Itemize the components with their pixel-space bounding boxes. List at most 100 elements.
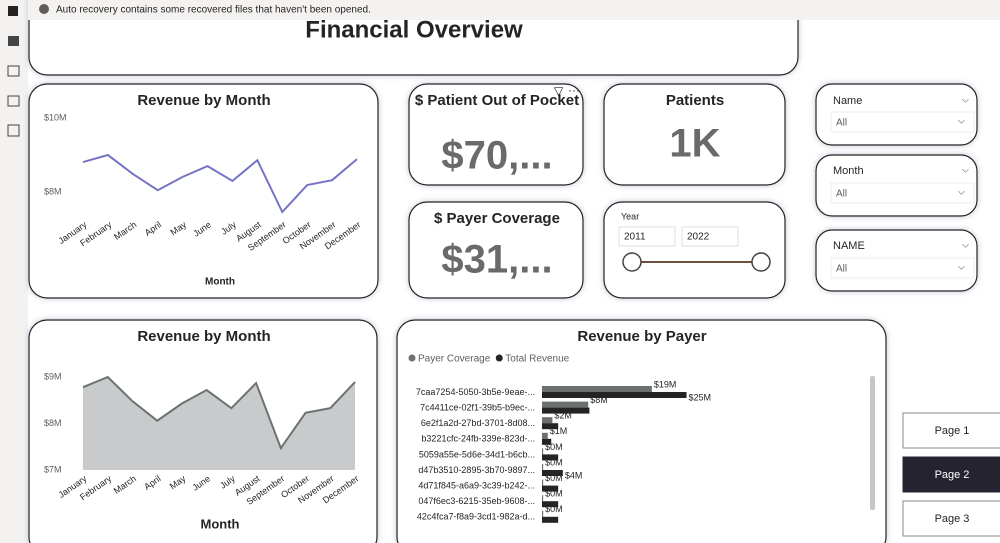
bar <box>542 516 559 523</box>
dropdown[interactable] <box>830 257 975 279</box>
y-tick-label: 4d71f845-a6a9-3c39-b242-... <box>418 480 535 490</box>
bar <box>542 501 559 508</box>
bar <box>542 386 652 392</box>
chart-title: Revenue by Month <box>137 328 270 345</box>
bar <box>542 464 544 470</box>
bar-panel <box>396 319 887 543</box>
bar <box>542 470 563 476</box>
chevron[interactable]: ⌵ <box>958 115 965 125</box>
line <box>82 153 358 214</box>
data-label: $1M <box>550 426 568 436</box>
card <box>408 201 584 299</box>
bar <box>542 510 544 517</box>
y-tick-label: $7M <box>44 464 62 474</box>
card-value: $70,... <box>441 134 552 178</box>
scrollbar[interactable] <box>870 376 875 510</box>
slicer-value[interactable]: All <box>836 189 847 200</box>
chevron[interactable]: ⌵ <box>958 261 965 271</box>
card-label: Patients <box>666 92 724 109</box>
legend-swatch <box>408 354 416 362</box>
banner-cover <box>28 0 1000 20</box>
range-handle[interactable] <box>622 252 642 272</box>
filter-icon[interactable]: ▽ <box>554 84 564 98</box>
chevron[interactable]: ⌵ <box>962 239 969 249</box>
bar <box>542 448 544 455</box>
bar <box>542 392 687 398</box>
report-view-icon[interactable] <box>8 36 19 46</box>
page-button[interactable] <box>902 412 1000 449</box>
range-handle[interactable] <box>751 252 771 272</box>
slicer-value[interactable]: All <box>836 118 847 129</box>
bar <box>542 479 544 486</box>
data-label: $4M <box>565 470 583 480</box>
page-button-selected[interactable] <box>902 456 1000 493</box>
bar <box>542 485 559 492</box>
sidebar <box>0 0 28 543</box>
card-label: $ Payer Coverage <box>434 210 560 227</box>
data-label: $0M <box>545 442 563 452</box>
bar <box>542 495 544 502</box>
chevron[interactable]: ⌵ <box>962 94 969 104</box>
bar <box>542 401 589 408</box>
slicer-value[interactable]: All <box>836 264 847 275</box>
slicer-label: Month <box>833 165 864 177</box>
bar <box>542 454 559 461</box>
bar <box>542 423 559 430</box>
year-end[interactable]: 2022 <box>687 232 710 243</box>
dropdown[interactable] <box>830 111 975 133</box>
y-tick-label: 7c4411ce-02f1-39b5-b9ec-... <box>420 402 535 412</box>
model-view-icon[interactable] <box>7 95 20 107</box>
y-tick-label: b3221cfc-24fb-339e-823d-... <box>421 434 535 444</box>
year-start-box[interactable] <box>618 226 676 247</box>
year-slicer[interactable] <box>603 201 786 299</box>
y-tick-label: d47b3510-2895-3b70-9897... <box>418 465 535 475</box>
card <box>408 83 584 186</box>
page-button-label[interactable]: Page 1 <box>935 425 970 437</box>
chart-title: Revenue by Payer <box>577 328 706 345</box>
chart-title: Revenue by Month <box>137 92 270 109</box>
dax-view-icon[interactable] <box>7 124 20 137</box>
data-label: $25M <box>689 392 712 402</box>
page-button[interactable] <box>902 500 1000 537</box>
data-label: $0M <box>545 504 563 514</box>
bar <box>542 432 548 439</box>
card-value: 1K <box>669 122 720 166</box>
table-view-icon[interactable] <box>7 65 20 77</box>
x-axis-title: Month <box>205 277 235 288</box>
year-end-box[interactable] <box>681 226 739 247</box>
page-button-label[interactable]: Page 3 <box>935 513 970 525</box>
banner-text: Auto recovery contains some recovered fi… <box>56 5 371 16</box>
page-button-label[interactable]: Page 2 <box>935 469 970 481</box>
y-tick-label: 7caa7254-5050-3b5e-9eae-... <box>416 387 535 397</box>
legend-label: Total Revenue <box>505 354 569 365</box>
slicer-label: Name <box>833 95 862 107</box>
y-tick-label: 047f6ec3-6215-35eb-9608-... <box>418 496 535 506</box>
area <box>83 377 355 470</box>
line-panel <box>28 83 379 299</box>
y-tick-label: $9M <box>44 371 62 381</box>
data-label: $0M <box>545 457 563 467</box>
chevron[interactable]: ⌵ <box>958 186 965 196</box>
slicer-label: NAME <box>833 240 865 252</box>
y-tick-label: $8M <box>44 418 62 428</box>
x-axis-title: Month <box>201 516 240 531</box>
card-value: $31,... <box>441 238 552 282</box>
year-start[interactable]: 2011 <box>624 232 646 243</box>
dropdown[interactable] <box>830 182 975 204</box>
data-label: $0M <box>545 489 563 499</box>
more-icon[interactable]: ··· <box>568 83 580 97</box>
card-label: $ Patient Out of Pocket <box>415 92 579 109</box>
card <box>603 83 786 186</box>
page-title: Financial Overview <box>305 16 523 43</box>
y-tick-label: $10M <box>44 112 67 122</box>
legend-swatch <box>495 354 503 362</box>
logo <box>8 6 18 16</box>
info-icon <box>39 4 49 14</box>
bar <box>542 417 553 424</box>
data-label: $0M <box>545 473 563 483</box>
y-tick-label: $8M <box>44 186 62 196</box>
chevron[interactable]: ⌵ <box>962 164 969 174</box>
legend-label: Payer Coverage <box>418 354 491 365</box>
y-tick-label: 42c4fca7-f8a9-3cd1-982a-d... <box>417 512 535 522</box>
